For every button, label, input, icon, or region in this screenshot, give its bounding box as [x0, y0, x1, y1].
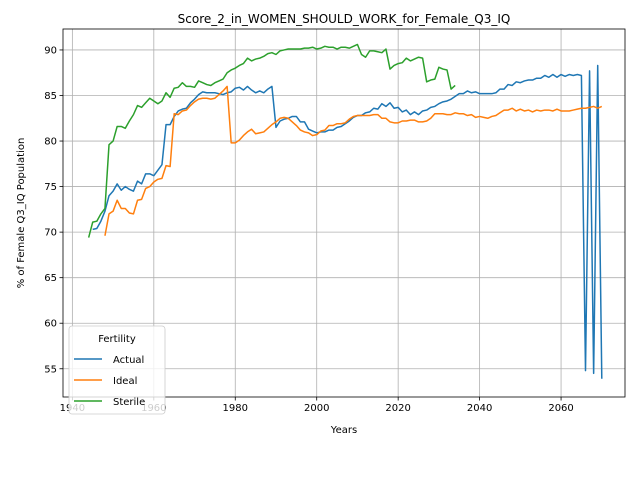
- y-tick-label: 75: [44, 182, 57, 193]
- series-line-actual: [92, 64, 603, 379]
- y-tick-label: 60: [44, 319, 57, 330]
- x-tick-label: 2020: [385, 403, 410, 414]
- legend-label-ideal: Ideal: [113, 376, 137, 387]
- y-tick-label: 55: [44, 364, 57, 375]
- y-tick-label: 80: [44, 137, 57, 148]
- plot-frame: [62, 28, 626, 398]
- x-tick-label: 2040: [467, 403, 492, 414]
- chart-title: Score_2_in_WOMEN_SHOULD_WORK_for_Female_…: [178, 12, 511, 26]
- x-axis-label: Years: [330, 425, 357, 436]
- y-tick-label: 65: [44, 273, 57, 284]
- x-tick-label: 2000: [304, 403, 329, 414]
- legend: Fertility Actual Ideal Sterile: [68, 325, 166, 415]
- x-tick-label: 2060: [548, 403, 573, 414]
- y-tick-label: 70: [44, 228, 57, 239]
- legend-entries: Actual Ideal Sterile: [74, 355, 145, 408]
- y-tick-label: 85: [44, 91, 57, 102]
- y-axis-label: % of Female Q3_IQ Population: [16, 138, 27, 289]
- legend-box: [68, 325, 166, 415]
- legend-title: Fertility: [98, 334, 136, 345]
- legend-label-sterile: Sterile: [113, 397, 145, 408]
- series-line-sterile: [87, 43, 456, 238]
- series-lines: [87, 43, 603, 379]
- legend-label-actual: Actual: [113, 355, 144, 366]
- y-tick-label: 90: [44, 45, 57, 56]
- series-line-ideal: [104, 85, 603, 236]
- x-tick-label: 1980: [223, 403, 248, 414]
- y-axis-ticks: 55 60 65 70 75 80 85 90: [44, 45, 63, 375]
